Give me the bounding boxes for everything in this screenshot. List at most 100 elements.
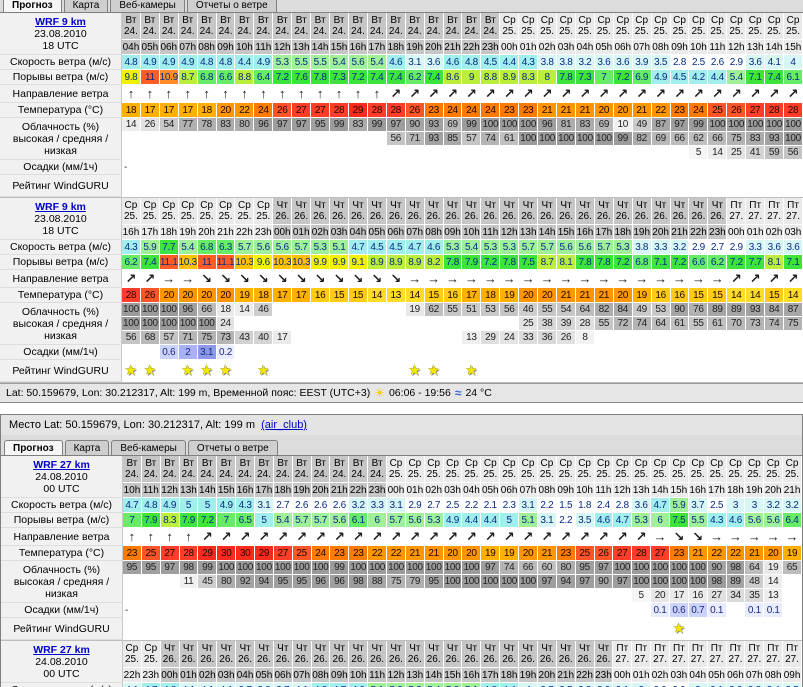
row-label-wind-speed-unit-link[interactable]: Скорость ветра [11,684,90,687]
day-abbrev: Чт [314,643,327,654]
rating-cell [708,175,728,197]
model-link[interactable]: WRF 27 km [33,643,90,656]
wind-direction-arrow: ↑ [140,85,160,103]
tab-4[interactable]: Отчеты о ветре [187,440,278,455]
model-run-utc: 18 UTC [42,39,79,52]
wind-gust-cell: 7.4 [424,70,444,85]
temperature-cell: 23 [669,546,689,561]
cloud-high-cell: 98 [726,561,746,575]
day-date: 24. [275,469,290,480]
day-abbrev: Вт [428,15,440,26]
wind-gust-cell: 7.8 [594,255,614,270]
wind-direction-arrow: → [462,270,482,288]
row-label-temperature-unit-link[interactable]: (°C) [84,289,104,301]
row-label-wind-speed-unit-link[interactable]: Скорость ветра [9,241,89,253]
precipitation-cell: 0.7 [688,603,708,618]
day-abbrev: Вт [484,15,496,26]
cloud-low-cell: 25 [727,146,747,160]
precipitation-cell [519,603,538,618]
tab-1[interactable]: Прогноз [3,0,62,12]
hour-header: 11h [141,483,161,498]
cloud-low-cell [405,146,425,160]
hour-header: 13h [179,483,199,498]
row-label-wind-speed-unit-link[interactable]: (м/с) [90,684,112,687]
temperature-cell: 19 [500,288,520,303]
wind-direction-arrow: → [613,270,633,288]
temperature-cell: 21 [424,546,444,561]
cloud-high-cell: 83 [216,118,236,132]
day-date: 25. [728,469,743,480]
model-link[interactable]: WRF 9 km [35,200,86,213]
row-label-wind-gusts-unit-link[interactable]: (м/с) [85,256,109,268]
day-date: 26. [275,654,290,665]
precipitation-cell [254,160,274,175]
tab-2[interactable]: Карта [64,440,110,455]
wind-direction-arrow: → [178,270,198,288]
forecast-window-top: Прогноз Карта Веб-камеры Отчеты о ветре WRF… [0,0,803,403]
rating-cell [140,175,160,197]
hour-header: 01h [519,40,539,55]
day-date: 25. [729,26,744,37]
row-label-temperature-unit-link[interactable]: (°C) [85,547,105,559]
row-label-wind-speed-unit-link[interactable]: Скорость ветра [9,56,89,68]
cloud-high-cell: 46 [519,303,539,317]
row-label-wind-speed-unit-link[interactable]: (м/с) [88,56,111,68]
model-link[interactable]: WRF 27 km [33,458,90,471]
row-label-wind-speed-unit-link[interactable]: (м/с) [89,499,112,511]
tab-3[interactable]: Веб-камеры [111,440,186,455]
day-date: 26. [370,654,385,665]
row-label-wind-gusts-unit-link[interactable]: (м/с) [86,514,110,526]
hour-header: 05h [707,668,727,683]
cloud-mid-cell [462,317,482,331]
row-label-wind-speed-unit-link[interactable]: (м/с) [88,241,111,253]
tab-3[interactable]: Веб-камеры [110,0,185,12]
wind-direction-arrow: → [651,270,671,288]
precipitation-cell [424,345,444,360]
rating-cell [745,618,765,640]
temperature-cell: 27 [651,546,670,561]
day-header: Вт 24. [368,456,388,483]
cloud-high-cell: 18 [216,303,236,317]
wind-gust-cell: 8.9 [386,255,406,270]
cloud-high-cell: 62 [424,303,444,317]
day-date: 26. [389,654,403,665]
hour-header: 21h [556,668,576,683]
wind-direction-arrow: ↗ [708,85,728,103]
wind-direction-arrow: ↗ [557,85,576,103]
rating-cell [538,360,558,382]
tab-4[interactable]: Отчеты о ветре [186,0,277,12]
cloud-low-cell [575,146,595,160]
wind-speed-cell: 3.3 [651,240,671,255]
spot-link[interactable]: (air_club) [261,419,307,431]
row-label-wind-speed-unit-link[interactable]: Скорость ветра [10,499,90,511]
wind-speed-cell: 4.8 [122,55,141,70]
day-abbrev: Чт [371,200,383,211]
wind-direction-arrow: → [689,270,709,288]
row-label-temperature-unit-link[interactable]: (°C) [84,104,104,116]
precipitation-cell [708,345,728,360]
precipitation-cell [443,603,463,618]
cloud-high-cell: 100 [462,561,482,575]
wind-gust-cell: 4.4 [481,513,501,528]
wind-direction-arrow: → [726,528,746,546]
temperature-cell: 15 [708,288,728,303]
hour-header: 19h [745,483,765,498]
tab-1[interactable]: Прогноз [4,440,63,455]
day-abbrev: Вт [333,15,345,26]
day-abbrev: Вт [220,15,231,26]
day-date: 26. [521,211,536,222]
wind-gust-cell: 9.8 [122,70,141,85]
day-header: Вт 24. [481,13,501,40]
day-header: Пт 27. [688,641,708,668]
cloud-low-cell [349,589,369,603]
rating-cell [330,360,349,382]
cloud-low-cell [367,146,387,160]
row-label-wind-gusts-unit-link[interactable]: (м/с) [85,71,109,83]
model-link[interactable]: WRF 9 km [35,15,86,28]
cloud-high-cell: 100 [651,561,670,575]
tab-2[interactable]: Карта [63,0,109,12]
cloud-high-cell: 80 [556,561,576,575]
day-abbrev: Пт [729,643,742,654]
hour-header: 09h [216,40,236,55]
cloud-low-cell: 8 [575,331,595,345]
